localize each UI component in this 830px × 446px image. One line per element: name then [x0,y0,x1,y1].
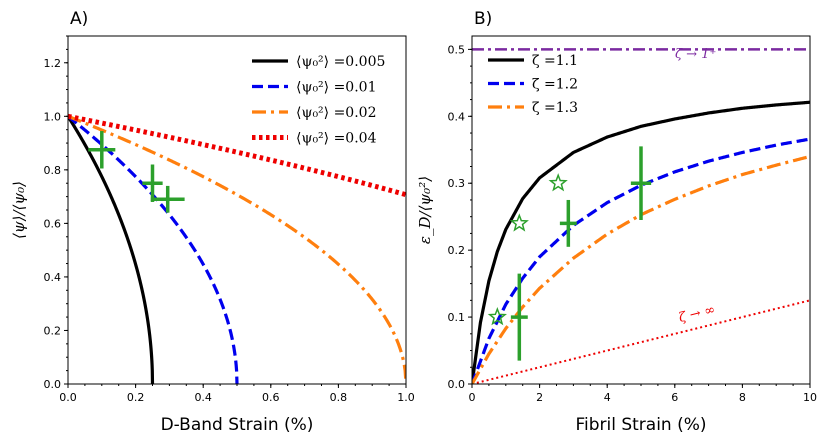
a-xtick-label-4: 0.8 [330,391,348,404]
panel-b-xlabel: Fibril Strain (%) [575,415,706,435]
b-xtick-label-2: 4 [604,391,611,404]
a-data-point-1 [142,164,163,202]
panel-a-label: A) [70,9,88,29]
b-star-marker-1 [509,213,529,232]
ref-line-label-zeta-1plus: ζ → 1⁺ [675,47,716,62]
b-plot-area [472,48,810,384]
b-star-marker-2 [548,173,568,192]
b-legend-label-1: ζ =1.2 [532,77,578,93]
a-ytick-label-1: 0.2 [44,324,62,337]
panel-a-legend: ⟨ψ₀²⟩ =0.005 ⟨ψ₀²⟩ =0.01 ⟨ψ₀²⟩ =0.02 ⟨ψ₀²⟩ … [252,54,385,147]
panel-b-legend: ζ =1.1 ζ =1.2 ζ =1.3 [488,53,578,116]
b-xtick-label-5: 10 [803,391,817,404]
a-data-point-0 [88,131,116,169]
a-ytick-label-4: 0.8 [44,164,62,177]
panel-b-ylabel: ε_D/⟨ψ₀²⟩ [416,176,434,244]
b-data-point-1 [559,199,577,247]
panel-a-ylabel: ⟨ψ⟩/⟨ψ₀⟩ [10,181,28,239]
a-series-line-0 [68,115,155,384]
b-ytick-label-2: 0.2 [448,244,466,257]
b-data-point-2 [630,146,652,221]
a-plot-area [68,113,406,384]
b-ytick-label-3: 0.3 [448,177,466,190]
a-xtick-label-2: 0.4 [194,391,212,404]
panel-b: B) 0 2 4 6 8 10 0.0 0.1 0.2 0.3 0.4 0.5 Fibril Stra… [416,9,817,435]
a-ytick-label-3: 0.6 [44,217,62,230]
a-ytick-label-6: 1.2 [44,57,62,70]
a-xtick-label-3: 0.6 [262,391,280,404]
a-legend-label-2: ⟨ψ₀²⟩ =0.02 [296,105,376,121]
a-ytick-label-0: 0.0 [44,378,62,391]
panel-b-label: B) [474,9,492,29]
a-legend-label-0: ⟨ψ₀²⟩ =0.005 [296,54,385,70]
ref-line-label-zeta-inf: ζ → ∞ [677,302,717,326]
a-xtick-label-0: 0.0 [59,391,77,404]
b-legend-label-2: ζ =1.3 [532,100,578,116]
a-series-line-1 [68,115,239,384]
a-legend-label-3: ⟨ψ₀²⟩ =0.04 [296,131,377,147]
b-xtick-label-1: 2 [536,391,543,404]
a-series-line-3 [68,113,406,198]
a-xtick-label-1: 0.2 [127,391,145,404]
b-series-line-1 [472,137,810,384]
b-ytick-label-0: 0.0 [448,378,466,391]
b-series-line-0 [472,100,810,384]
panel-a-xlabel: D-Band Strain (%) [161,415,314,435]
a-ytick-label-2: 0.4 [44,271,62,284]
b-xtick-label-3: 6 [671,391,678,404]
b-ytick-label-1: 0.1 [448,311,466,324]
a-series-line-2 [68,114,406,384]
b-ytick-label-5: 0.5 [448,43,466,56]
a-legend-label-1: ⟨ψ₀²⟩ =0.01 [296,80,376,96]
b-xtick-label-4: 8 [739,391,746,404]
a-xtick-label-5: 1.0 [397,391,415,404]
a-data-point-2 [150,185,185,213]
b-data-point-0 [510,273,528,361]
a-ytick-label-5: 1.0 [44,110,62,123]
b-xtick-label-0: 0 [469,391,476,404]
b-legend-label-0: ζ =1.1 [532,53,578,69]
b-reference-line-1 [472,299,810,384]
b-star-marker-0 [487,306,507,326]
b-ytick-label-4: 0.4 [448,110,466,123]
panel-a: A) 0.0 0.2 0.4 0.6 0.8 1.0 0.0 0.2 0.4 0.6 0.8 1.0 1… [10,9,415,435]
